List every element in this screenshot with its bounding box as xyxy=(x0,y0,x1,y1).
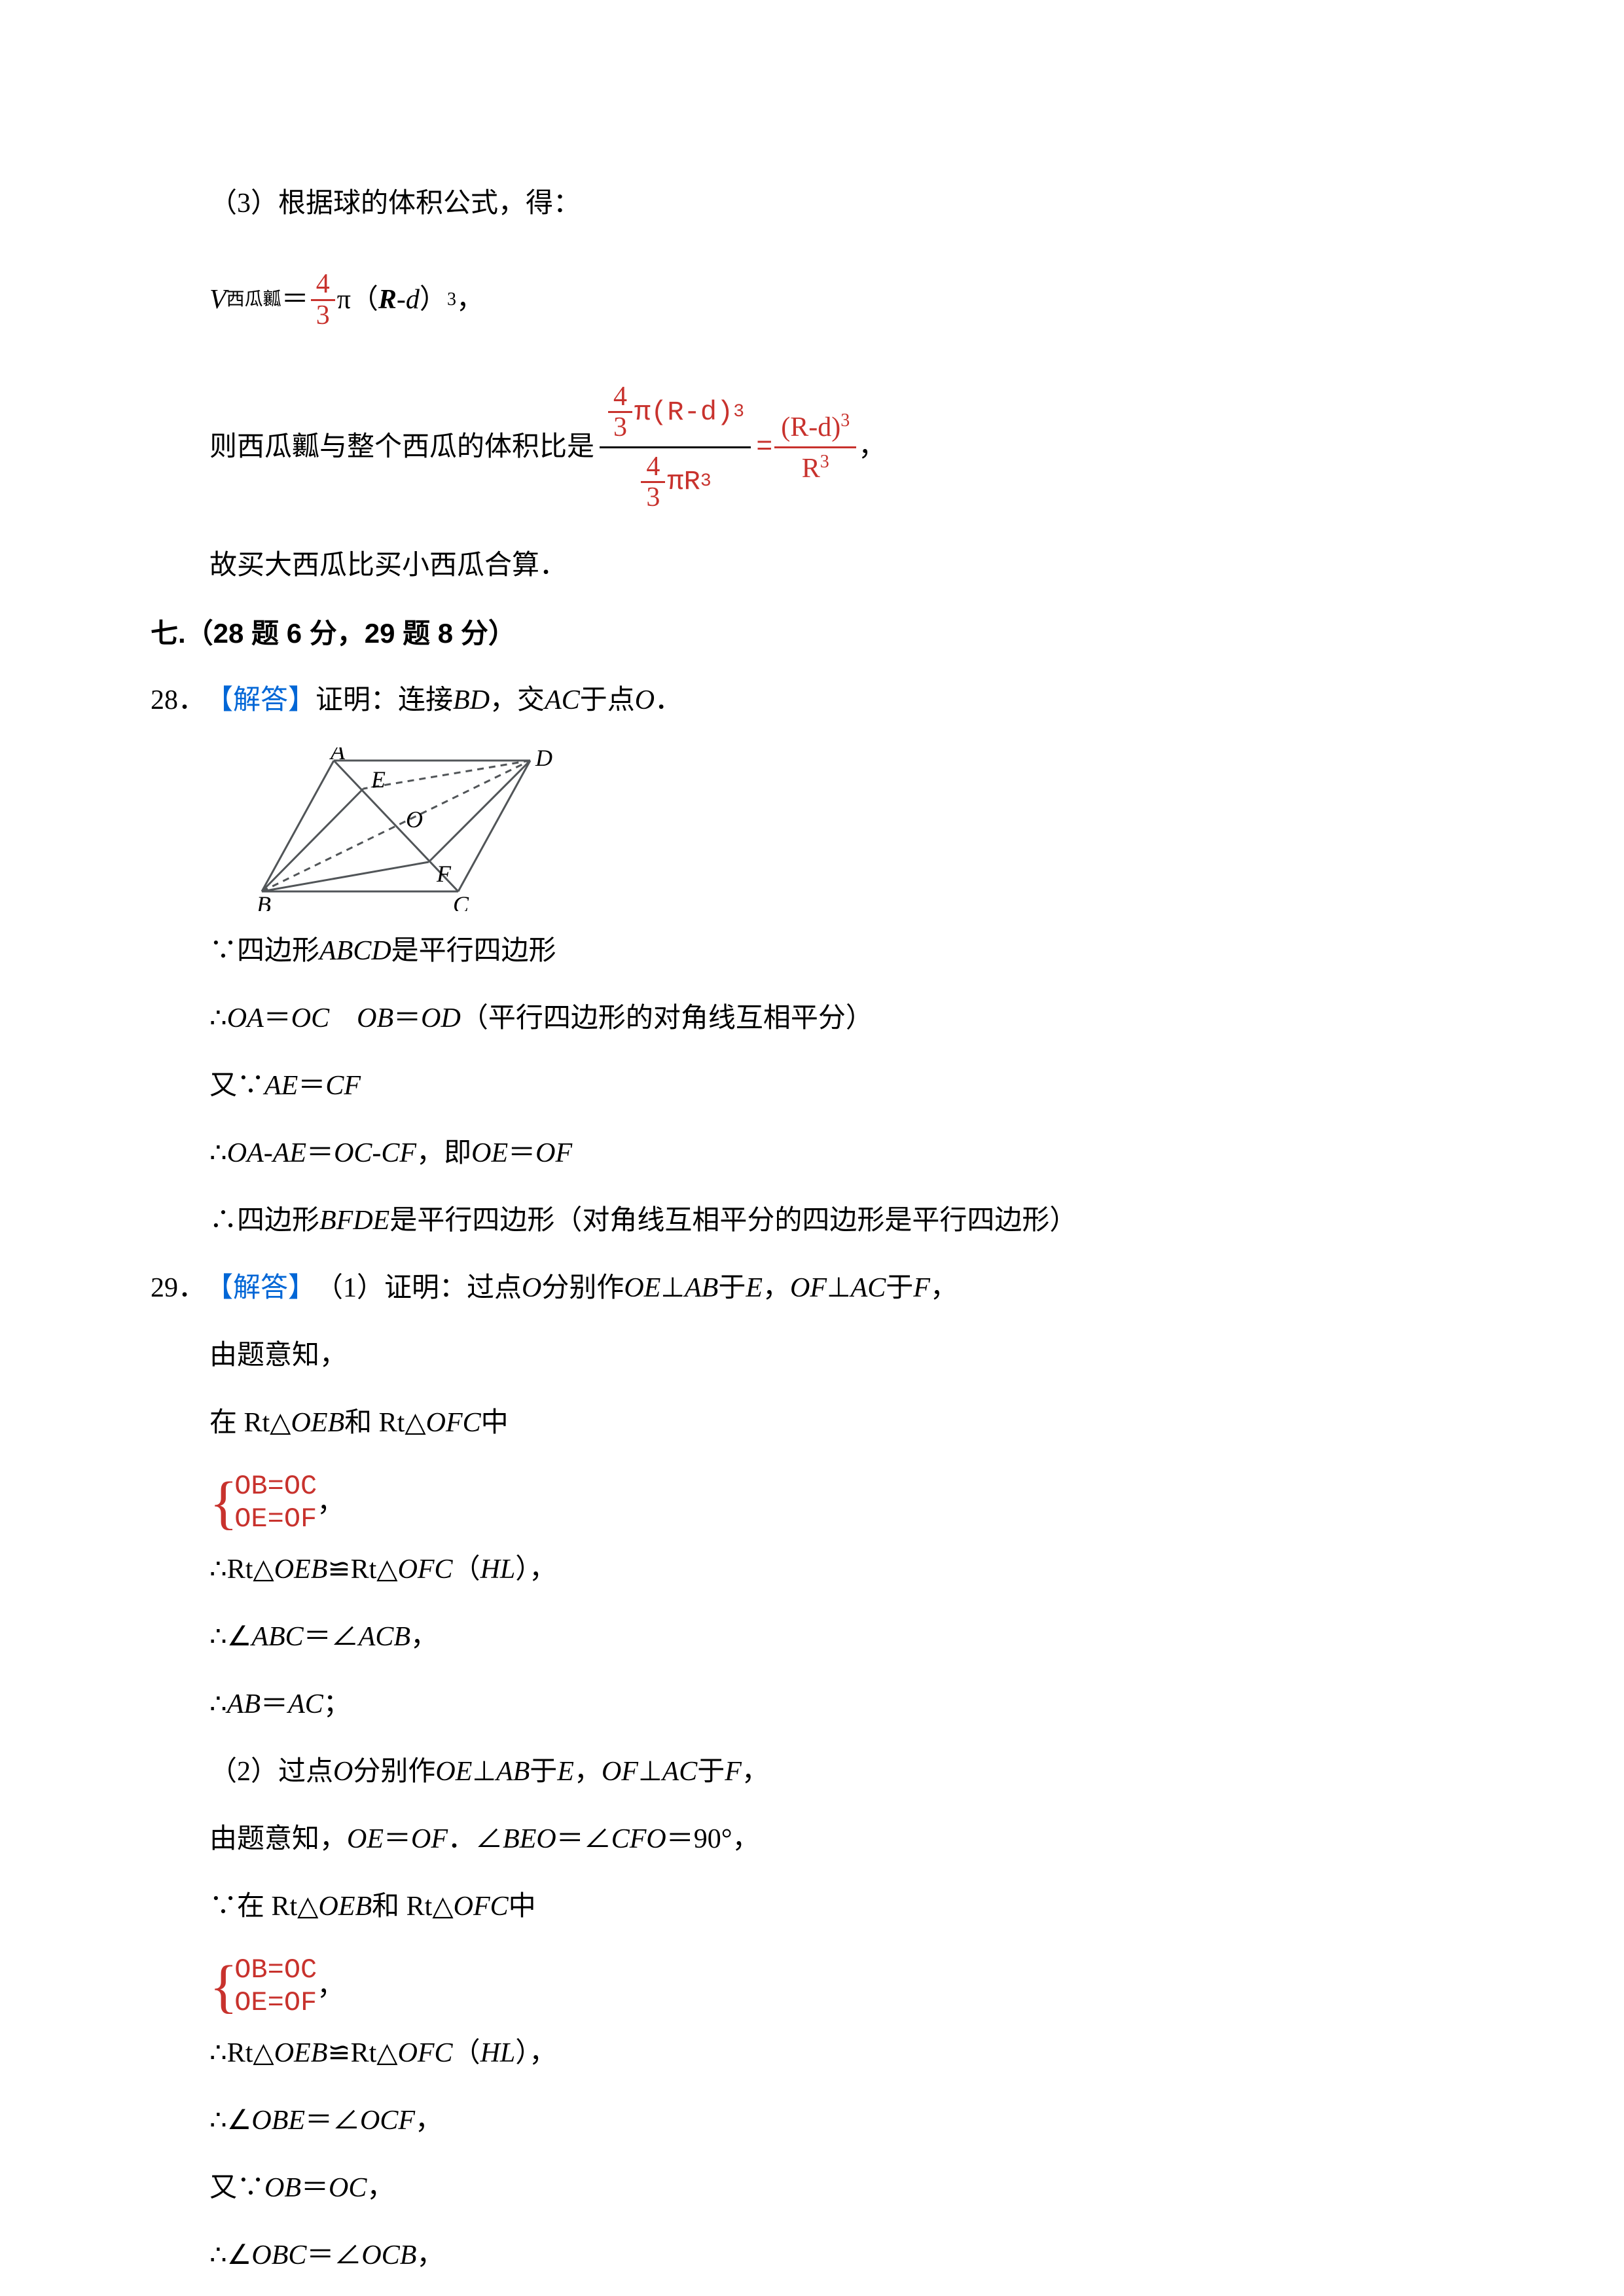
q29-p8: 由题意知， OE ＝ OF ．∠ BEO ＝∠ CFO ＝90°， xyxy=(151,1819,1473,1860)
q29-p7: （2）过点 O 分别作 OE ⊥ AB 于 E ， OF ⊥ AC 于 F ， xyxy=(151,1751,1473,1793)
q29-brace-1: { OB=OC OE=OF ， xyxy=(151,1470,1473,1536)
answer-tag: 【解答】 xyxy=(206,680,316,721)
svg-text:E: E xyxy=(370,766,386,793)
svg-text:O: O xyxy=(406,806,423,833)
o: O xyxy=(635,680,655,721)
brace-body: OB=OC OE=OF xyxy=(234,1954,317,2020)
q28-s3: 又∵ AE ＝ CF xyxy=(151,1066,1473,1107)
parallelogram-diagram: A B C D E F O xyxy=(255,747,556,911)
intro-line-3: 则西瓜瓤与整个西瓜的体积比是 4 3 π(R-d) 3 4 3 πR 3 = (… xyxy=(151,375,1473,519)
ratio-prefix: 则西瓜瓤与整个西瓜的体积比是 xyxy=(209,427,594,468)
q29-p11: ∴∠ OBE ＝∠ OCF ， xyxy=(151,2100,1473,2142)
intro-line-4: 故买大西瓜比买小西瓜合算． xyxy=(151,545,1473,586)
comma: ， xyxy=(456,279,484,321)
section-title-text: 七.（28 题 6 分，29 题 8 分） xyxy=(151,613,516,654)
left-brace-icon: { xyxy=(209,1477,238,1530)
q28-number: 28． xyxy=(151,680,206,721)
intro-line-1: （3）根据球的体积公式，得： xyxy=(151,183,1473,224)
inner-frac-top: 4 3 xyxy=(608,382,632,442)
svg-text:C: C xyxy=(453,891,469,911)
pi-open: π（ xyxy=(337,279,378,321)
equals: = xyxy=(756,427,772,468)
t: 证明：连接 xyxy=(316,680,453,721)
q28-diagram: A B C D E F O xyxy=(151,747,1473,911)
ac: AC xyxy=(545,680,580,721)
svg-text:D: D xyxy=(535,747,552,771)
section-7-title: 七.（28 题 6 分，29 题 8 分） xyxy=(151,613,1473,654)
t: ． xyxy=(655,680,682,721)
answer-tag: 【解答】 xyxy=(206,1268,316,1309)
R: R xyxy=(378,279,397,321)
q29-p6: ∴ AB ＝ AC ； xyxy=(151,1684,1473,1725)
comma: ， xyxy=(858,427,886,468)
q29-p2: 由题意知， xyxy=(151,1335,1473,1376)
left-brace-icon: { xyxy=(209,1960,238,2013)
svg-text:B: B xyxy=(257,891,271,911)
svg-text:F: F xyxy=(436,861,452,887)
minus: - xyxy=(397,279,406,321)
r-frac-bot: R3 xyxy=(795,448,836,487)
q29-p9: ∵在 Rt△ OEB 和 Rt△ OFC 中 xyxy=(151,1886,1473,1928)
q29-number: 29． xyxy=(151,1268,206,1309)
text: （3）根据球的体积公式，得： xyxy=(209,183,581,224)
q29-p4: ∴Rt△ OEB ≌Rt△ OFC （ HL ）， xyxy=(151,1549,1473,1590)
q29-p5: ∴∠ ABC ＝∠ ACB ， xyxy=(151,1617,1473,1658)
v-symbol: V xyxy=(209,279,226,321)
big-frac-bot: 4 3 πR 3 xyxy=(632,448,717,516)
v-subscript: 西瓜瓤 xyxy=(226,286,281,314)
q29-brace-2: { OB=OC OE=OF ， xyxy=(151,1954,1473,2020)
q28-s4: ∴ OA - AE ＝ OC - CF ，即 OE ＝ OF xyxy=(151,1133,1473,1174)
q29-p3: 在 Rt△ OEB 和 Rt△ OFC 中 xyxy=(151,1403,1473,1444)
r-frac-top: (R-d)3 xyxy=(774,407,856,448)
frac-4-3: 4 3 xyxy=(311,270,335,329)
q29-p12: 又∵ OB ＝ OC ， xyxy=(151,2168,1473,2209)
q28-s1: ∵四边形 ABCD 是平行四边形 xyxy=(151,931,1473,972)
q28-s2: ∴ OA ＝ OC OB ＝ OD （平行四边形的对角线互相平分） xyxy=(151,998,1473,1039)
big-fraction-right: (R-d)3 R3 xyxy=(774,407,856,486)
intro-line-2: V 西瓜瓤 ＝ 4 3 π（ R - d ） 3 ， xyxy=(151,251,1473,349)
conclusion: 故买大西瓜比买小西瓜合算． xyxy=(209,545,567,586)
cube: 3 xyxy=(447,286,456,314)
d: d xyxy=(406,279,420,321)
svg-text:A: A xyxy=(329,747,346,764)
close: ） xyxy=(420,279,447,321)
q28-s5: ∴四边形 BFDE 是平行四边形（对角线互相平分的四边形是平行四边形） xyxy=(151,1200,1473,1242)
q29-p10: ∴Rt△ OEB ≌Rt△ OFC （ HL ）， xyxy=(151,2033,1473,2074)
q29-p13: ∴∠ OBC ＝∠ OCB ， xyxy=(151,2235,1473,2276)
big-frac-top: 4 3 π(R-d) 3 xyxy=(600,378,751,448)
t: ，交 xyxy=(490,680,545,721)
q28-header: 28． 【解答】 证明：连接 BD ，交 AC 于点 O ． xyxy=(151,680,1473,721)
eq: ＝ xyxy=(281,279,309,321)
t: 于点 xyxy=(580,680,635,721)
inner-frac-bot: 4 3 xyxy=(641,452,665,512)
big-fraction-left: 4 3 π(R-d) 3 4 3 πR 3 xyxy=(600,378,751,515)
brace-body: OB=OC OE=OF xyxy=(234,1470,317,1536)
q29-header: 29． 【解答】 （1）证明：过点 O 分别作 OE ⊥ AB 于 E ， OF… xyxy=(151,1268,1473,1309)
bd: BD xyxy=(453,680,490,721)
